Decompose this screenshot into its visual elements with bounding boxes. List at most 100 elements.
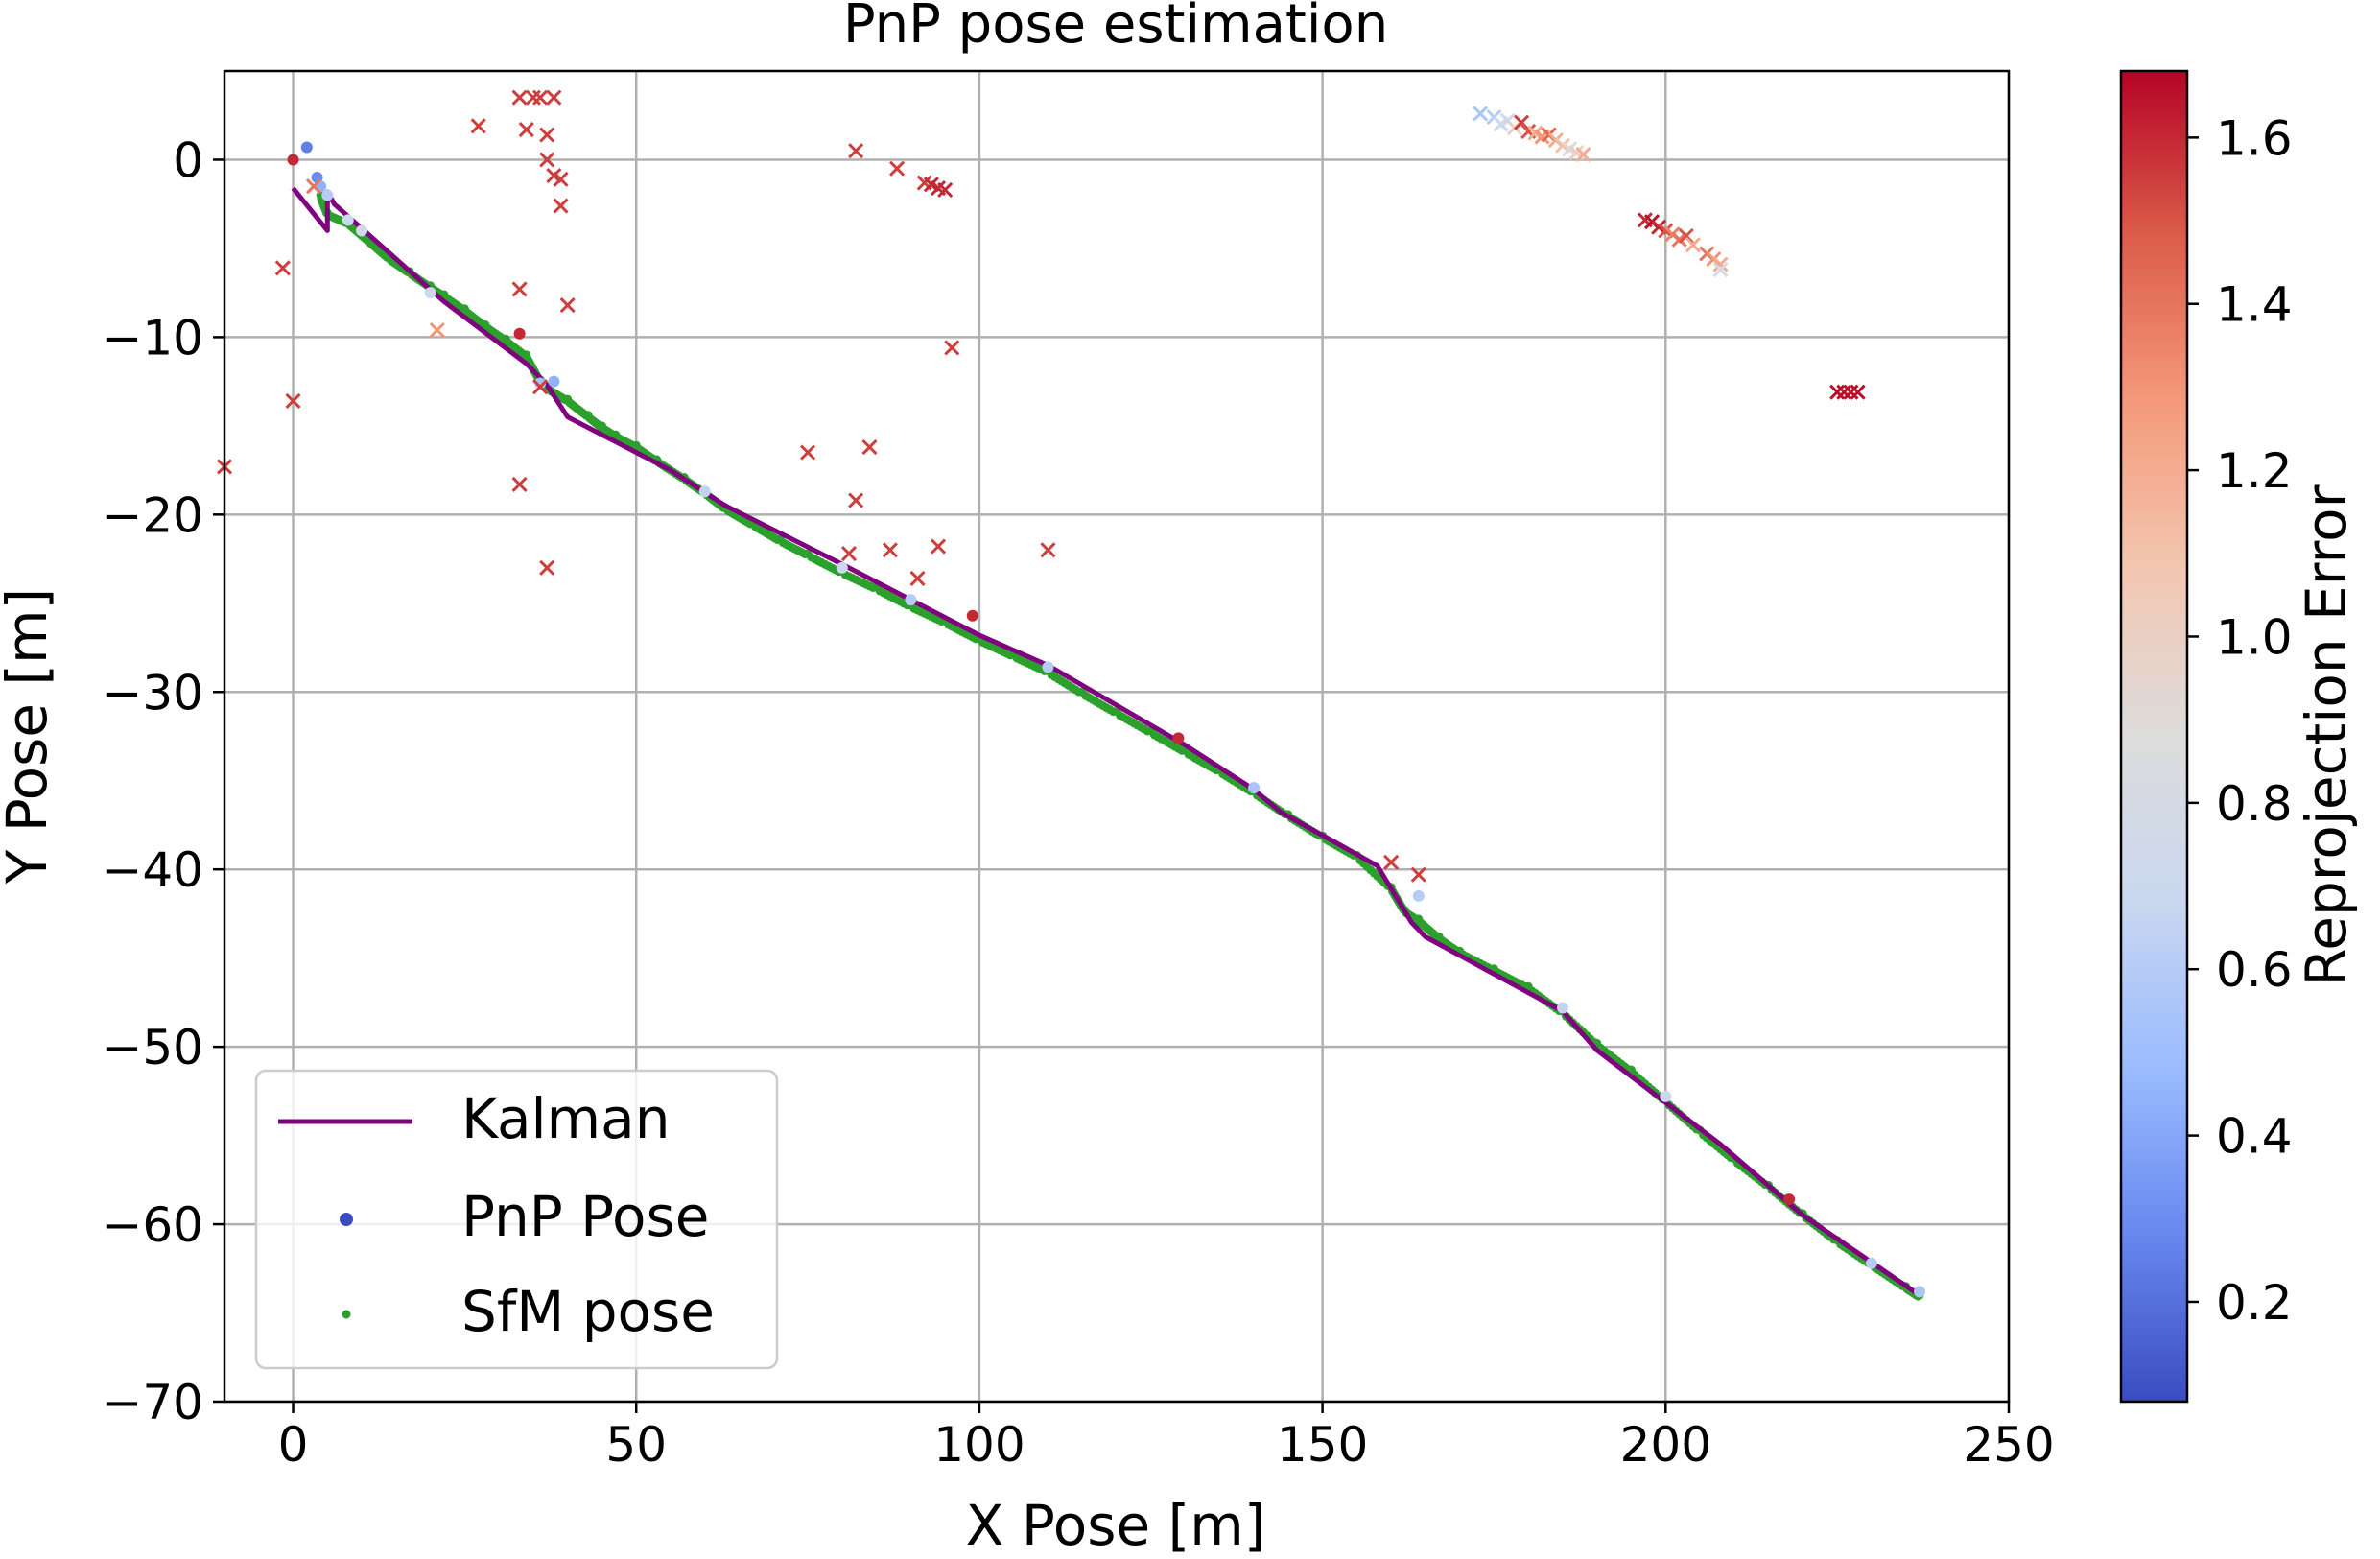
pnp-outlier-38 [1473,106,1489,122]
pnp-outlier-52 [1575,146,1591,162]
pnp-point-5 [342,214,354,226]
pnp-outlier-stroke-b [546,89,562,106]
pnp-outlier-27 [889,160,906,177]
pnp-outlier-stroke-b [923,177,939,193]
pnp-outlier-60 [1685,237,1701,253]
pnp-outlier-68 [1850,384,1866,400]
pnp-outlier-stroke-b [1514,114,1530,130]
colorbar-tick-label-5: 1.2 [2216,443,2293,499]
pnp-outlier-1 [274,260,291,276]
pnp-outlier-32 [937,181,954,198]
pnp-outlier-8 [511,89,528,106]
pnp-outlier-65 [1829,384,1846,400]
y-tick-label-6: −60 [102,1197,203,1253]
legend-kalman-label: Kalman [461,1086,670,1151]
pnp-outlier-4 [429,321,445,339]
pnp-outlier-13 [539,152,555,168]
pnp-outlier-stroke-b [532,379,549,395]
pnp-outlier-stroke-b [1486,109,1502,126]
colorbar-tick-label-0: 0.2 [2216,1275,2293,1331]
pnp-outlier-stroke-b [511,89,528,106]
colorbar-bar [2119,69,2189,1404]
pnp-point-20 [1660,1090,1672,1102]
x-axis-ticks: 0 50 100 150 200 250 [278,1402,2055,1473]
pnp-outlier-stroke-b [539,559,555,576]
pnp-point-0 [287,154,299,166]
pnp-outlier-stroke-b [1554,137,1571,154]
pnp-point-4 [321,189,334,201]
pnp-point-8 [513,327,526,340]
legend: Kalman PnP Pose SfM pose [254,1069,779,1370]
legend-pnp-label: PnP Pose [461,1184,709,1249]
pnp-outlier-stroke-b [944,340,960,356]
pnp-outlier-stroke-b [1520,123,1537,139]
pnp-point-9 [534,377,547,390]
pnp-outlier-stroke-b [470,118,486,134]
pnp-point-18 [1412,889,1425,902]
pnp-outlier-20 [559,297,576,314]
pnp-outlier-stroke-b [1678,227,1694,245]
y-tick-label-7: −70 [102,1375,203,1430]
pnp-point-17 [1248,782,1261,794]
pnp-point-19 [1557,1002,1568,1014]
pnp-outlier-stroke-b [1575,146,1591,162]
pnp-outlier-stroke-b [1712,262,1729,278]
pnp-outlier-67 [1843,384,1859,400]
pnp-outlier-10 [525,89,541,106]
pnp-outlier-stroke-b [553,198,569,214]
pnp-outlier-stroke-b [429,321,445,339]
pnp-outlier-stroke-b [1685,237,1701,253]
colorbar-tick-label-3: 0.8 [2216,776,2293,832]
pnp-outlier-stroke-b [518,121,534,138]
pnp-outlier-stroke-b [553,171,569,187]
y-tick-label-5: −50 [102,1020,203,1075]
x-tick-label-5: 250 [1963,1417,2054,1473]
pnp-outlier-35 [1040,542,1056,558]
pnp-outlier-stroke-b [1568,145,1585,161]
pnp-outlier-stroke-b [1410,866,1426,883]
pnp-point-21 [1783,1193,1796,1206]
pnp-outlier-3 [305,178,322,195]
y-axis-ticks: 0 −10 −20 −30 −40 −50 −60 −70 [102,132,224,1430]
pnp-outlier-stroke-b [861,438,878,456]
pnp-pose-series [287,141,1925,1298]
pnp-outlier-stroke-b [1658,223,1674,239]
pnp-point-12 [836,561,848,574]
legend-box [254,1069,779,1370]
pnp-outlier-stroke-b [848,143,864,159]
colorbar: 0.2 0.4 0.6 0.8 1.0 1.2 1.4 1.6 Reprojection Er… [2119,69,2359,1404]
x-tick-label-4: 200 [1620,1417,1711,1473]
legend-pnp-marker [340,1213,353,1226]
pnp-outlier-stroke-b [930,179,947,197]
pnp-outlier-28 [909,570,926,586]
pnp-outlier-stroke-b [525,89,541,106]
pnp-outlier-stroke-b [848,492,864,508]
chart-title: PnP pose estimation [843,0,1388,56]
y-axis-label: Y Pose [m] [0,588,59,885]
pnp-outlier-18 [553,171,569,187]
pnp-outlier-stroke-b [916,175,932,191]
pnp-point-13 [905,594,917,606]
pnp-outlier-36 [1383,854,1400,870]
pnp-outlier-stroke-b [285,392,301,410]
pnp-point-14 [966,609,978,622]
pnp-outlier-stroke-b [1712,256,1729,272]
pnp-outlier-24 [840,545,858,562]
colorbar-tick-label-2: 0.6 [2216,942,2293,998]
y-tick-label-1: −10 [102,310,203,366]
x-tick-label-0: 0 [278,1417,309,1473]
pnp-outlier-stroke-b [511,281,528,297]
legend-sfm-label: SfM pose [461,1279,715,1344]
pnp-outlier-stroke-b [937,181,954,198]
pnp-outlier-stroke-b [1829,384,1846,400]
pnp-outlier-stroke-b [511,476,528,492]
pnp-outlier-22 [848,143,864,159]
colorbar-tick-label-7: 1.6 [2216,110,2293,166]
pnp-outlier-14 [539,559,555,576]
y-tick-label-3: −30 [102,665,203,720]
pnp-outlier-stroke-b [305,178,322,195]
pnp-outlier-15 [539,127,555,143]
x-tick-label-1: 50 [605,1417,667,1473]
pnp-outlier-63 [1712,256,1729,272]
